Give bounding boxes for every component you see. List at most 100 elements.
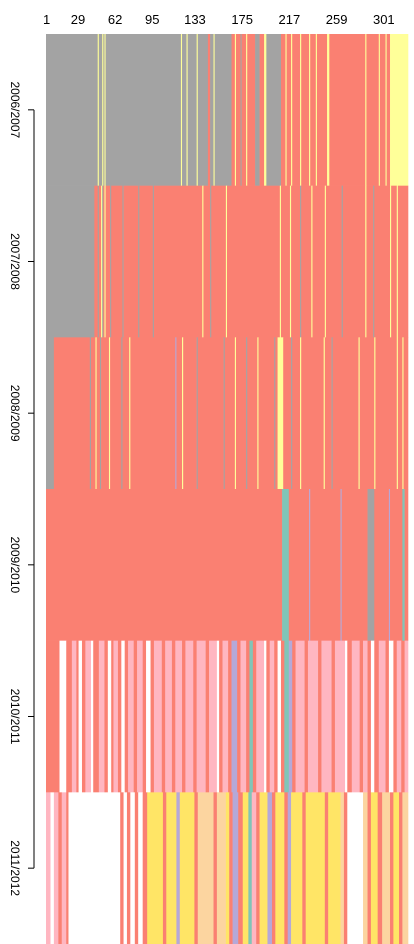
cell-row5-seg27: [242, 792, 249, 944]
cell-row0-seg18: [234, 34, 237, 186]
cell-row3-seg11: [402, 489, 405, 641]
cell-row0-seg35: [309, 34, 311, 186]
cell-row1-seg26: [291, 185, 301, 338]
cell-row4-seg45: [256, 640, 265, 793]
cell-row5-seg21: [213, 792, 218, 944]
cell-row3-seg10: [390, 489, 403, 641]
cell-row5-seg0: [46, 792, 51, 944]
cell-row3-seg7: [367, 489, 375, 641]
cell-row5-seg14: [147, 792, 164, 944]
cell-row2-seg46: [402, 337, 404, 490]
cell-row1-seg5: [102, 185, 104, 338]
cell-row5-seg23: [225, 792, 230, 944]
cell-row2-seg24: [246, 337, 248, 490]
cell-row1-seg11: [122, 185, 124, 338]
cell-row1-seg30: [312, 185, 326, 338]
cell-row4-seg49: [274, 640, 278, 793]
cell-row2-seg10: [121, 337, 123, 490]
cell-row2-seg40: [358, 337, 360, 490]
cell-row0-seg41: [365, 34, 367, 186]
cell-row1-seg6: [103, 185, 105, 338]
cell-row5-seg39: [305, 792, 326, 944]
cell-row1-seg36: [366, 185, 374, 338]
cell-row0-seg20: [240, 34, 242, 186]
cell-row2-seg36: [323, 337, 326, 490]
cell-row1-seg3: [98, 185, 102, 338]
cell-row0-seg24: [255, 34, 260, 186]
cell-row5-seg30: [256, 792, 260, 944]
cell-row4-seg7: [85, 640, 92, 793]
cell-row1-seg34: [342, 185, 366, 338]
cell-row0-seg28: [280, 34, 286, 186]
cell-row2-seg37: [324, 337, 332, 490]
cell-row4-seg33: [205, 640, 210, 793]
cell-row4-seg25: [161, 640, 166, 793]
cell-row1-seg39: [390, 185, 392, 338]
cell-row4-seg21: [142, 640, 147, 793]
cell-row4-seg55: [295, 640, 305, 793]
cell-row5-seg20: [197, 792, 214, 944]
cell-row0-seg26: [264, 34, 267, 186]
x-tick-label: 301: [373, 12, 395, 27]
cell-row1-seg37: [373, 185, 375, 338]
cell-row1-seg1: [94, 185, 99, 338]
x-tick-label: 1: [43, 12, 50, 27]
cell-row1-seg13: [138, 185, 140, 338]
cell-row1-seg42: [397, 185, 409, 338]
cell-row4-seg40: [237, 640, 241, 793]
cell-row5-seg33: [271, 792, 276, 944]
cell-row5-seg15: [162, 792, 167, 944]
cell-row5-seg50: [390, 792, 394, 944]
cell-row1-seg27: [300, 185, 302, 338]
cell-row1-seg28: [301, 185, 312, 338]
cell-row2-seg23: [235, 337, 247, 490]
cell-row5-seg36: [287, 792, 292, 944]
cell-row4-seg14: [113, 640, 119, 793]
cell-row2-seg31: [283, 337, 292, 490]
cell-row0-seg11: [196, 34, 199, 186]
cell-row1-seg19: [210, 185, 212, 338]
cell-row0-seg47: [390, 34, 409, 186]
cell-row4-seg6: [81, 640, 86, 793]
cell-row2-seg43: [375, 337, 398, 490]
y-tick-label: 2008/2009: [8, 385, 22, 442]
cell-row2-seg47: [403, 337, 409, 490]
cell-row2-seg9: [110, 337, 122, 490]
x-tick-label: 175: [231, 12, 253, 27]
cell-row1-seg24: [280, 185, 291, 338]
cell-row1-seg22: [227, 185, 281, 338]
cell-row0-seg7: [180, 34, 183, 186]
cell-row0-seg31: [291, 34, 293, 186]
cell-row4-seg56: [304, 640, 309, 793]
x-tick-label: 62: [108, 12, 122, 27]
cell-row0-seg37: [315, 34, 318, 186]
cell-row0-seg30: [286, 34, 292, 186]
cell-row5-seg41: [328, 792, 341, 944]
cell-row4-seg70: [378, 640, 386, 793]
cell-row5-seg31: [259, 792, 268, 944]
cell-row2-seg27: [258, 337, 275, 490]
cell-row4-seg44: [252, 640, 257, 793]
cell-row0-seg40: [329, 34, 366, 186]
cell-row1-seg7: [104, 185, 106, 338]
cell-row0-seg45: [385, 34, 387, 186]
cell-row0-seg33: [300, 34, 302, 186]
cell-row4-seg26: [165, 640, 173, 793]
cell-row4-seg27: [171, 640, 176, 793]
cell-row2-seg22: [234, 337, 237, 490]
cell-row4-seg38: [228, 640, 232, 793]
cell-row2-seg32: [291, 337, 293, 490]
cell-row0-seg43: [378, 34, 381, 186]
cell-row2-seg12: [129, 337, 131, 490]
cell-row1-seg0: [46, 185, 95, 338]
cell-row5-seg29: [251, 792, 257, 944]
cell-row3-seg4: [310, 489, 341, 641]
cell-row4-seg39: [231, 640, 238, 793]
cell-row3-seg0: [46, 489, 283, 641]
cell-row3-seg5: [340, 489, 342, 641]
cell-row2-seg34: [300, 337, 302, 490]
cell-row4-seg12: [107, 640, 112, 793]
cell-row4-seg9: [93, 640, 100, 793]
cell-row5-seg38: [302, 792, 306, 944]
